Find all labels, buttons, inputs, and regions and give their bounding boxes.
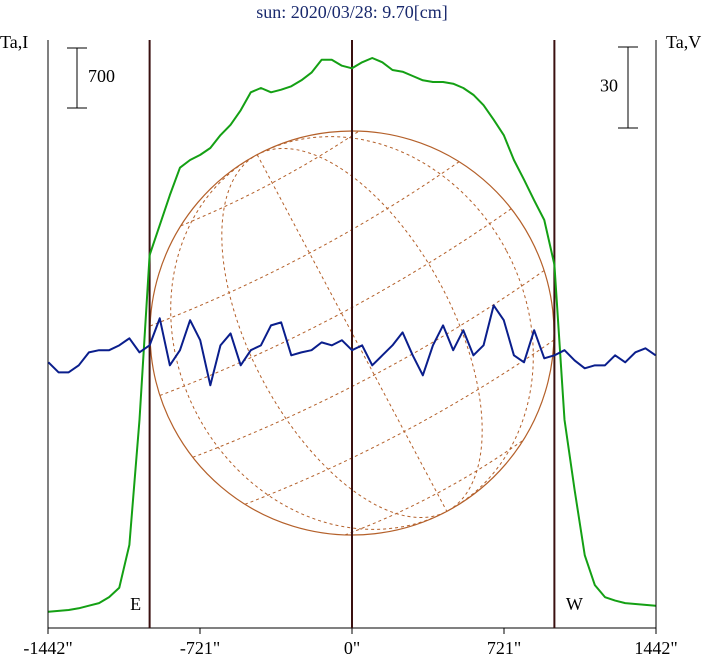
series-line: [47, 304, 657, 387]
parallel: [344, 439, 524, 536]
parallel: [244, 339, 555, 505]
parallel: [180, 130, 360, 227]
x-tick-label: -721": [180, 638, 220, 658]
parallel: [149, 161, 460, 327]
scale-bar-label: 700: [88, 66, 115, 86]
y-axis-label: Ta,I: [0, 32, 28, 52]
limb-label: W: [566, 594, 583, 614]
solar-disk-grid: [149, 130, 555, 536]
x-tick-label: 721": [487, 638, 521, 658]
y2-axis-label: Ta,V: [666, 32, 701, 52]
limb-label: E: [130, 594, 141, 614]
meridian: [256, 154, 448, 512]
series-line: [48, 57, 656, 613]
chart-title: sun: 2020/03/28: 9.70[cm]: [256, 2, 448, 22]
x-tick-label: 1442": [634, 638, 677, 658]
parallel: [192, 270, 545, 458]
x-tick-label: 0": [344, 638, 360, 658]
scale-bar-label: 30: [600, 76, 618, 96]
x-tick-label: -1442": [23, 638, 72, 658]
parallel: [159, 208, 512, 396]
